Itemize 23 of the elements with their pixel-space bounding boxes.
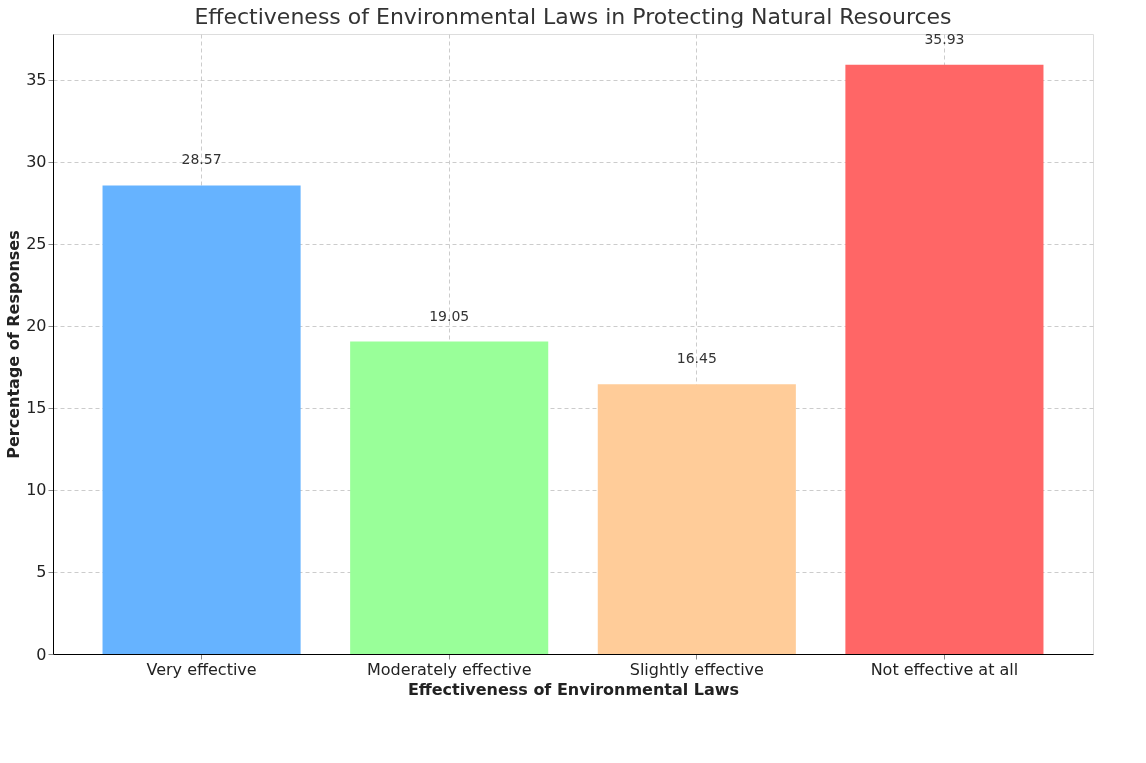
x-tick-label: Very effective — [146, 659, 257, 679]
data-label: 16.45 — [676, 350, 717, 367]
y-tick-label: 25 — [26, 234, 47, 254]
y-tick-label: 20 — [26, 316, 47, 336]
x-tick-label: Slightly effective — [629, 659, 764, 679]
bar — [597, 384, 796, 654]
chart-title: Effectiveness of Environmental Laws in Protecting Natural Resources — [194, 3, 952, 29]
x-tick-label: Not effective at all — [870, 659, 1019, 679]
data-label: 28.57 — [181, 151, 222, 168]
data-label: 35.93 — [924, 30, 965, 47]
y-tick-label: 35 — [26, 70, 47, 90]
bar — [102, 185, 301, 654]
y-tick-label: 10 — [26, 480, 47, 500]
y-axis-title: Percentage of Responses — [4, 230, 24, 459]
y-tick-label: 30 — [26, 152, 47, 172]
y-tick-label: 0 — [36, 644, 47, 664]
y-tick-label: 15 — [26, 398, 47, 418]
data-label: 19.05 — [429, 307, 470, 324]
bar — [350, 341, 549, 654]
x-axis-title: Effectiveness of Environmental Laws — [407, 679, 740, 699]
bar — [845, 64, 1044, 654]
y-tick-label: 5 — [36, 562, 47, 582]
x-tick-label: Moderately effective — [366, 659, 532, 679]
